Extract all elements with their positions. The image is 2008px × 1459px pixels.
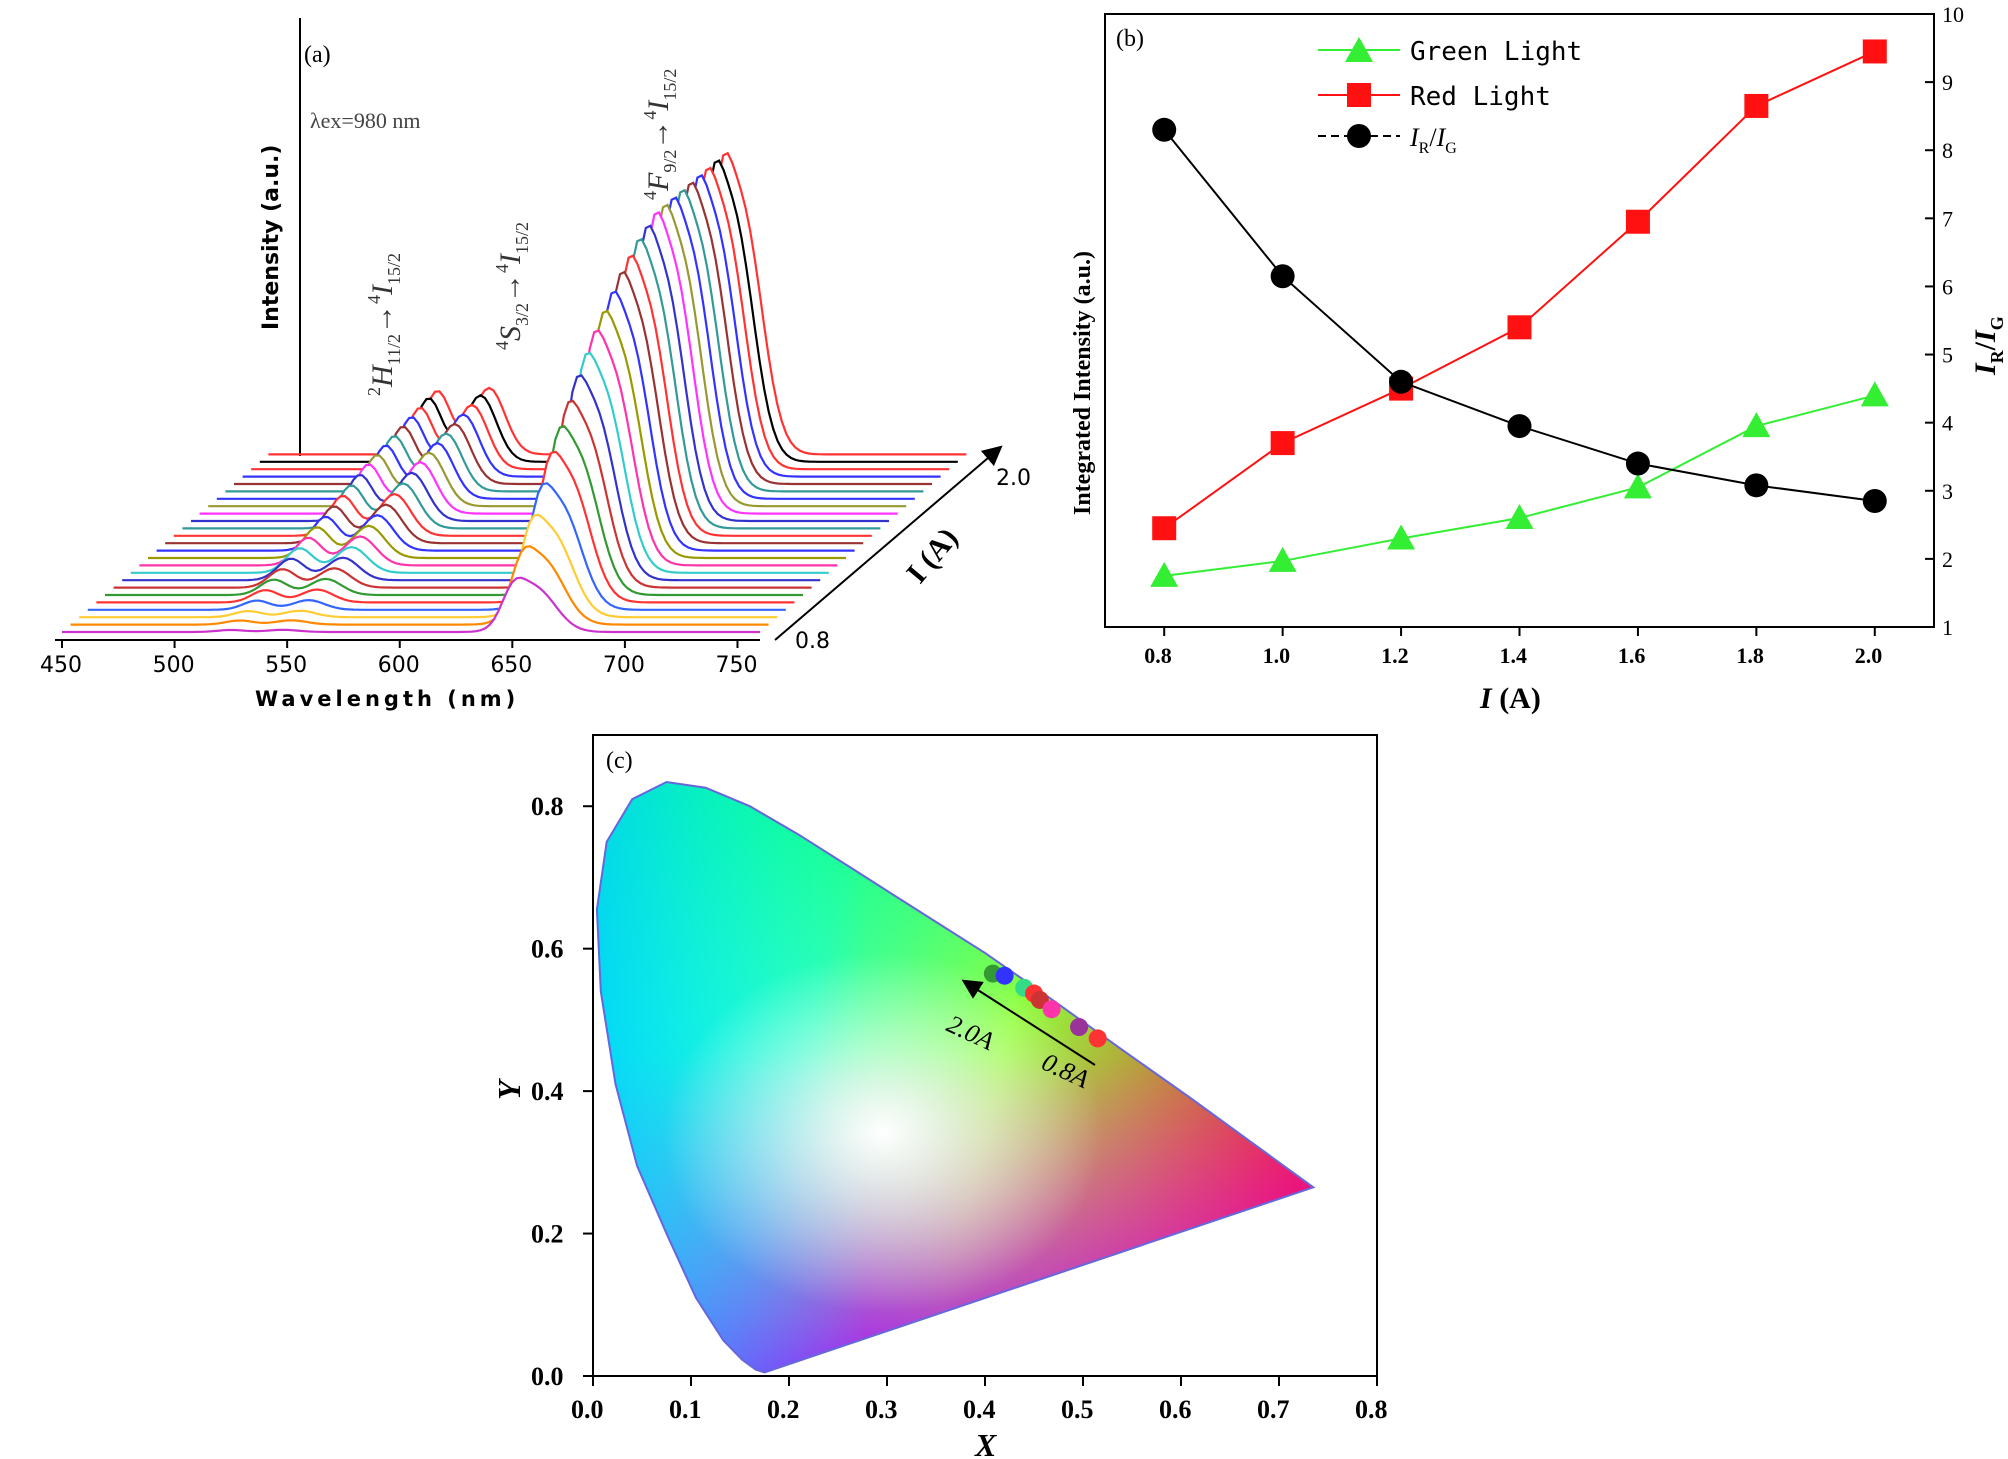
current-tick-low: 0.8 (795, 629, 830, 654)
series-1-point-1 (1271, 431, 1295, 455)
legend-marker-ratio (1347, 124, 1371, 148)
cie-point-5 (1043, 1000, 1061, 1018)
x-tick-label-1.2: 1.2 (1381, 643, 1409, 668)
series-2-point-2 (1389, 370, 1413, 394)
wavelength-tick-label-600: 600 (378, 653, 420, 678)
figure: (a) λex=980 nm Intensity (a.u.) 450 500 55… (0, 0, 2008, 1459)
cie-x-tick-label-0.4: 0.4 (963, 1395, 996, 1424)
series-2-point-5 (1744, 473, 1768, 497)
series-2-point-1 (1271, 264, 1295, 288)
legend-marker-red (1347, 83, 1371, 107)
panel-b-left-ylabel: Integrated Intensity (a.u.) (1070, 251, 1096, 515)
peak-label-4f9: 4F9/2→4I15/2 (640, 69, 680, 200)
legend-label-green: Green Light (1410, 37, 1582, 67)
cie-point-6 (1070, 1018, 1088, 1036)
panel-c-cie-diagram: (c) 0.0 0.1 0.2 0.3 0.4 0.5 0.6 0.7 0.8 0.00.20.… (491, 735, 1388, 1459)
legend-label-red: Red Light (1410, 82, 1551, 112)
series-2-point-6 (1863, 489, 1887, 513)
current-axis-label: I (A) (900, 522, 964, 590)
series-2-point-0 (1152, 118, 1176, 142)
cie-x-tick-label-0.5: 0.5 (1061, 1395, 1094, 1424)
panel-a-waterfall-spectra: (a) λex=980 nm Intensity (a.u.) 450 500 55… (8, 8, 1031, 711)
cie-x-tick-label-0.6: 0.6 (1159, 1395, 1192, 1424)
cie-point-1 (996, 967, 1014, 985)
current-axis-line (775, 452, 995, 640)
cie-y-tick-label-0.8: 0.8 (531, 792, 564, 821)
wavelength-tick-label-700: 700 (603, 653, 645, 678)
cie-y-tick-label-0.4: 0.4 (531, 1077, 564, 1106)
x-tick-label-1.8: 1.8 (1736, 643, 1764, 668)
wavelength-axis-label: Wavelength (nm) (255, 687, 519, 711)
y-tick-label-9: 9 (1942, 70, 1953, 95)
panel-c-label: (c) (606, 748, 633, 774)
y-tick-label-3: 3 (1942, 479, 1953, 504)
panel-c-y-ticks: 0.0 0.2 0.4 0.6 0.8 (531, 792, 593, 1391)
series-1-point-5 (1744, 94, 1768, 118)
cie-y-tick-label-0.6: 0.6 (531, 935, 564, 964)
x-tick-label-1.6: 1.6 (1618, 643, 1646, 668)
peak-label-2h11: 2H11/2→4I15/2 (364, 253, 404, 396)
cie-x-tick-label-0.7: 0.7 (1257, 1395, 1290, 1424)
x-tick-label-1.0: 1.0 (1263, 643, 1291, 668)
panel-c-ylabel: Y (491, 1078, 527, 1100)
wavelength-tick-label-750: 750 (715, 653, 757, 678)
y-tick-label-2: 2 (1942, 547, 1953, 572)
y-tick-label-6: 6 (1942, 274, 1953, 299)
cie-x-tick-label-0.8: 0.8 (1355, 1395, 1388, 1424)
panel-b-label: (b) (1116, 26, 1144, 52)
series-1-point-3 (1508, 315, 1532, 339)
cie-x-tick-label-0.2: 0.2 (767, 1395, 800, 1424)
y-tick-label-10: 10 (1942, 2, 1964, 27)
x-tick-label-1.4: 1.4 (1500, 643, 1528, 668)
intensity-axis-label: Intensity (a.u.) (259, 145, 284, 330)
wavelength-ticks: 450 500 550 600 650 700 750 (40, 640, 757, 678)
peak-label-4s3: 4S3/2→4I15/2 (492, 222, 532, 350)
y-tick-label-5: 5 (1942, 343, 1953, 368)
wavelength-tick-label-550: 550 (265, 653, 307, 678)
wavelength-tick-label-450: 450 (40, 653, 82, 678)
current-tick-high: 2.0 (996, 466, 1031, 491)
panel-a-label: (a) (304, 42, 331, 68)
panel-b-x-ticks: 0.8 1.0 1.2 1.4 1.6 1.8 2.0 (1144, 627, 1882, 668)
panel-b-xlabel: I (A) (1479, 682, 1541, 715)
series-2-point-4 (1626, 452, 1650, 476)
series-1-point-0 (1152, 516, 1176, 540)
panel-b-integrated-intensity: (b) 0.8 1.0 1.2 1.4 1.6 1.8 2.0 1 2 3 4 5 6 7 8 9 10 In… (1070, 2, 2007, 715)
series-2-point-3 (1508, 414, 1532, 438)
wavelength-tick-label-500: 500 (153, 653, 195, 678)
cie-y-tick-label-0.2: 0.2 (531, 1220, 564, 1249)
y-tick-label-8: 8 (1942, 138, 1953, 163)
cie-x-tick-label-0.3: 0.3 (865, 1395, 898, 1424)
wavelength-tick-label-650: 650 (490, 653, 532, 678)
y-tick-label-1: 1 (1942, 615, 1953, 640)
cie-point-7 (1089, 1029, 1107, 1047)
panel-b-right-ylabel: IR/IG (1969, 316, 2007, 376)
cie-y-tick-label-0.0: 0.0 (531, 1362, 564, 1391)
panel-c-xlabel: X (974, 1427, 997, 1459)
series-1-point-4 (1626, 210, 1650, 234)
panel-c-x-ticks: 0.0 0.1 0.2 0.3 0.4 0.5 0.6 0.7 0.8 (571, 1376, 1388, 1424)
series-1-point-6 (1863, 39, 1887, 63)
y-tick-label-4: 4 (1942, 411, 1953, 436)
cie-x-tick-label-0.1: 0.1 (669, 1395, 702, 1424)
excitation-annotation: λex=980 nm (310, 108, 420, 133)
x-tick-label-0.8: 0.8 (1144, 643, 1172, 668)
cie-x-tick-label-0.0: 0.0 (571, 1395, 604, 1424)
y-tick-label-7: 7 (1942, 206, 1953, 231)
x-tick-label-2.0: 2.0 (1855, 643, 1883, 668)
